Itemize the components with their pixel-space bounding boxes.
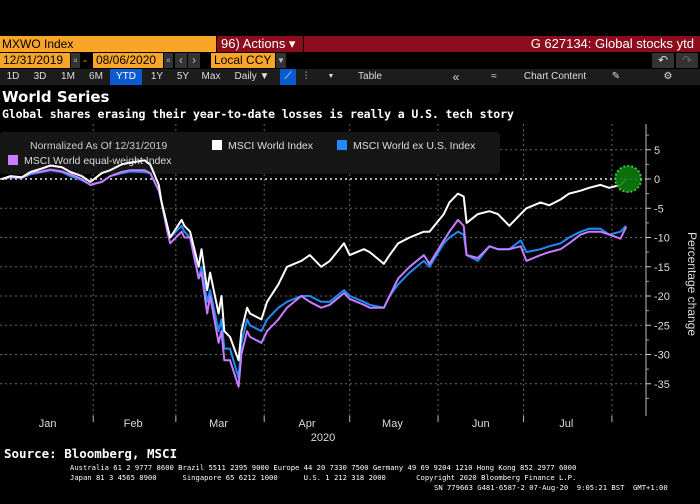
- period-5y[interactable]: 5Y: [176, 71, 190, 82]
- bar-chart-icon[interactable]: ⫶: [304, 71, 308, 82]
- legend-swatch-equal-weight: [8, 155, 18, 165]
- frequency-select[interactable]: Daily ▼: [234, 71, 270, 82]
- source-note: Source: Bloomberg, MSCI: [4, 446, 178, 461]
- x-tick-label: Jul: [559, 418, 573, 430]
- series-line-msci-world-ex-u-s-index: [1, 169, 627, 379]
- period-ytd[interactable]: YTD: [110, 69, 142, 85]
- x-tick-label: Apr: [298, 418, 315, 430]
- period-1m[interactable]: 1M: [61, 71, 75, 82]
- line-chart: 5 0 -5 -10 -15 -20 -25 -30 -35 Jan Feb Mar Apr May Jun…: [0, 124, 699, 444]
- legend-box: [0, 132, 500, 174]
- actions-menu[interactable]: 96) Actions ▾: [217, 36, 303, 52]
- legend-swatch-world: [212, 140, 222, 150]
- y-tick-label: -30: [654, 350, 670, 362]
- chart-subtitle: Global shares erasing their year-to-date…: [2, 107, 514, 121]
- y-tick-label: -20: [654, 291, 670, 303]
- footer-contacts-line1: Australia 61 2 9777 8600 Brazil 5511 239…: [70, 463, 577, 472]
- date-separator: -: [83, 53, 87, 67]
- redo-icon[interactable]: ↷: [676, 53, 698, 68]
- chevron-down-icon[interactable]: ▼: [276, 53, 286, 68]
- currency-select[interactable]: Local CCY: [211, 53, 275, 68]
- x-tick-label: May: [382, 418, 403, 430]
- graph-title: G 627134: Global stocks ytd: [304, 36, 700, 52]
- chart-content-button[interactable]: Chart Content: [523, 71, 587, 82]
- calendar-icon[interactable]: ▫: [71, 53, 80, 68]
- series-line-msci-world-equal-weight-index: [1, 168, 628, 388]
- x-tick-label: Jan: [39, 418, 57, 430]
- chevron-down-icon[interactable]: ▼: [327, 73, 335, 80]
- calendar-icon[interactable]: ▫: [164, 53, 173, 68]
- x-tick-label: Mar: [209, 418, 228, 430]
- series-line-msci-world-index: [1, 159, 627, 362]
- y-tick-label: -35: [654, 379, 670, 391]
- line-chart-icon[interactable]: ⟋: [280, 69, 296, 85]
- legend-swatch-ex-us: [337, 140, 347, 150]
- y-tick-label: -5: [654, 203, 664, 215]
- period-max[interactable]: Max: [201, 71, 221, 82]
- x-axis-label: 2020: [311, 432, 335, 444]
- undo-icon[interactable]: ↶: [652, 53, 674, 68]
- y-tick-label: 5: [654, 145, 660, 157]
- footer-session-info: SN 779663 G481-6587-2 07-Aug-20 9:05:21 …: [434, 483, 668, 492]
- annotate-icon[interactable]: ≈: [491, 71, 497, 82]
- y-tick-label: -25: [654, 320, 670, 332]
- start-date-input[interactable]: 12/31/2019: [0, 53, 70, 68]
- latest-value-marker: [614, 165, 643, 193]
- chart-toolbar: 1D 3D 1M 6M YTD 1Y 5Y Max Daily ▼ ⟋ ⫶ ▼ …: [0, 69, 700, 85]
- collapse-icon[interactable]: «: [452, 70, 460, 84]
- period-3d[interactable]: 3D: [33, 71, 47, 82]
- footer-contacts-line2: Japan 81 3 4565 8900 Singapore 65 6212 1…: [70, 473, 577, 482]
- prev-period-button[interactable]: ‹: [175, 53, 187, 68]
- next-period-button[interactable]: ›: [188, 53, 200, 68]
- legend-label-world: MSCI World Index: [228, 140, 314, 152]
- gear-icon[interactable]: ⚙: [663, 71, 673, 82]
- period-1d[interactable]: 1D: [6, 71, 20, 82]
- legend-label-equal-weight: MSCI World equal-weight Index: [24, 155, 172, 167]
- chart-title: World Series: [2, 88, 110, 106]
- x-tick-label: Jun: [472, 418, 490, 430]
- edit-icon[interactable]: ✎: [611, 71, 621, 82]
- y-tick-label: -10: [654, 233, 670, 245]
- end-date-input[interactable]: 08/06/2020: [93, 53, 163, 68]
- y-axis-label: Percentage change: [685, 232, 699, 336]
- period-1y[interactable]: 1Y: [150, 71, 164, 82]
- security-input[interactable]: MXWO Index: [0, 36, 216, 52]
- legend-note: Normalized As Of 12/31/2019: [30, 140, 167, 152]
- x-tick-label: Feb: [124, 418, 143, 430]
- table-button[interactable]: Table: [358, 71, 382, 82]
- y-tick-label: -15: [654, 262, 670, 274]
- legend-label-ex-us: MSCI World ex U.S. Index: [353, 140, 476, 152]
- y-tick-label: 0: [654, 174, 660, 186]
- period-6m[interactable]: 6M: [89, 71, 103, 82]
